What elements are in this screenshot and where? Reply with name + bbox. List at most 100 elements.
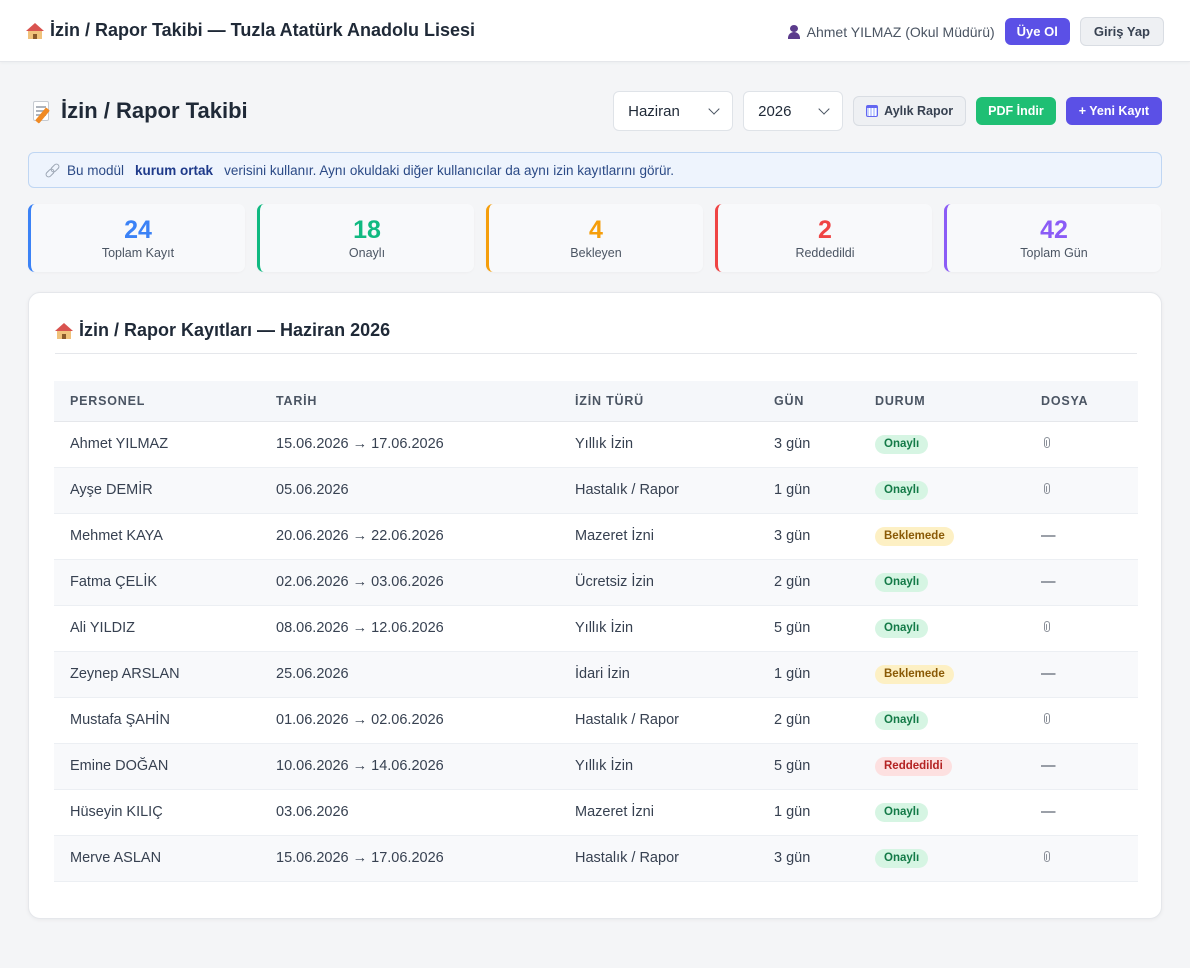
cell-dosya: [1025, 467, 1138, 514]
column-header-izin-turu[interactable]: İZİN TÜRÜ: [559, 381, 758, 422]
stat-value: 4: [589, 216, 603, 244]
cell-tarih: 02.06.2026 → 03.06.2026: [260, 559, 559, 606]
cell-dosya: [1025, 605, 1138, 652]
stat-value: 42: [1040, 216, 1068, 244]
records-card-title: İzin / Rapor Kayıtları — Haziran 2026: [55, 320, 390, 341]
cell-tarih: 15.06.2026 → 17.06.2026: [260, 421, 559, 468]
paperclip-icon[interactable]: [1044, 621, 1050, 632]
page-title-text: İzin / Rapor Takibi: [61, 98, 248, 123]
stat-label: Reddedildi: [795, 246, 855, 260]
cell-personel: Hüseyin KILIÇ: [54, 789, 260, 836]
year-select-value: 2026: [758, 102, 792, 120]
cell-tarih: 08.06.2026 → 12.06.2026: [260, 605, 559, 652]
table-row[interactable]: Ayşe DEMİR 05.06.2026 Hastalık / Rapor 1 gü…: [54, 467, 1138, 514]
month-select[interactable]: Haziran: [613, 91, 734, 131]
cell-gun: 3 gün: [758, 513, 859, 560]
pdf-download-button[interactable]: PDF İndir: [976, 97, 1056, 125]
cell-durum: Onaylı: [859, 467, 1025, 514]
notice-bold: kurum ortak: [135, 162, 214, 178]
table-row[interactable]: Fatma ÇELİK 02.06.2026 → 03.06.2026 Ücrets…: [54, 559, 1138, 606]
cell-dosya: —: [1025, 651, 1138, 698]
stat-pending: 4 Bekleyen: [486, 204, 703, 272]
page-title: İzin / Rapor Takibi: [31, 98, 248, 124]
status-badge: Onaylı: [875, 572, 929, 592]
cell-dosya: —: [1025, 789, 1138, 836]
cell-durum: Onaylı: [859, 421, 1025, 468]
toolbar: Haziran 2026 Aylık Rapor PDF İndir + Yen…: [613, 91, 1162, 131]
cell-personel: Zeynep ARSLAN: [54, 651, 260, 698]
divider: [55, 353, 1137, 354]
stat-approved: 18 Onaylı: [257, 204, 474, 272]
cell-gun: 5 gün: [758, 743, 859, 790]
cell-gun: 3 gün: [758, 421, 859, 468]
signup-button[interactable]: Üye Ol: [1004, 18, 1070, 45]
chevron-down-icon: [708, 103, 720, 115]
table-row[interactable]: Ali YILDIZ 08.06.2026 → 12.06.2026 Yıllık …: [54, 605, 1138, 652]
status-badge: Onaylı: [875, 710, 929, 730]
cell-tarih: 05.06.2026: [260, 467, 559, 514]
cell-personel: Ahmet YILMAZ: [54, 421, 260, 468]
app-brand[interactable]: İzin / Rapor Takibi — Tuzla Atatürk Anad…: [26, 20, 475, 41]
cell-personel: Fatma ÇELİK: [54, 559, 260, 606]
paperclip-icon[interactable]: [1044, 483, 1050, 494]
cell-dosya: [1025, 697, 1138, 744]
no-file-dash: —: [1041, 574, 1056, 590]
status-badge: Onaylı: [875, 802, 929, 822]
status-badge: Onaylı: [875, 434, 929, 454]
status-badge: Beklemede: [875, 526, 954, 546]
stat-value: 2: [818, 216, 832, 244]
status-badge: Beklemede: [875, 664, 954, 684]
table-header-row: PERSONEL TARİH İZİN TÜRÜ GÜN DURUM DOSYA: [54, 381, 1138, 422]
stat-label: Toplam Gün: [1020, 246, 1088, 260]
table-row[interactable]: Mustafa ŞAHİN 01.06.2026 → 02.06.2026 Hast…: [54, 697, 1138, 744]
table-row[interactable]: Mehmet KAYA 20.06.2026 → 22.06.2026 Mazere…: [54, 513, 1138, 560]
table-row[interactable]: Emine DOĞAN 10.06.2026 → 14.06.2026 Yıllık…: [54, 743, 1138, 790]
cell-gun: 2 gün: [758, 697, 859, 744]
cell-dosya: —: [1025, 513, 1138, 560]
top-bar: İzin / Rapor Takibi — Tuzla Atatürk Anad…: [0, 0, 1190, 62]
cell-izin-turu: Yıllık İzin: [559, 421, 758, 468]
table-row[interactable]: Hüseyin KILIÇ 03.06.2026 Mazeret İzni 1 gün…: [54, 789, 1138, 836]
cell-durum: Beklemede: [859, 651, 1025, 698]
cell-durum: Onaylı: [859, 789, 1025, 836]
cell-durum: Onaylı: [859, 835, 1025, 882]
notice-suffix: verisini kullanır. Aynı okuldaki diğer k…: [224, 162, 675, 178]
column-header-personel[interactable]: PERSONEL: [54, 381, 260, 422]
column-header-dosya[interactable]: DOSYA: [1025, 381, 1138, 422]
paperclip-icon[interactable]: [1044, 437, 1050, 448]
login-button[interactable]: Giriş Yap: [1079, 17, 1164, 46]
paperclip-icon[interactable]: [1044, 713, 1050, 724]
records-table: PERSONEL TARİH İZİN TÜRÜ GÜN DURUM DOSYA…: [54, 381, 1138, 882]
cell-personel: Ali YILDIZ: [54, 605, 260, 652]
cell-izin-turu: Yıllık İzin: [559, 743, 758, 790]
year-select[interactable]: 2026: [743, 91, 844, 131]
current-user: Ahmet YILMAZ (Okul Müdürü): [787, 24, 995, 40]
table-row[interactable]: Merve ASLAN 15.06.2026 → 17.06.2026 Hastal…: [54, 835, 1138, 882]
school-icon: [26, 22, 44, 39]
link-icon: [45, 163, 59, 177]
cell-izin-turu: Hastalık / Rapor: [559, 467, 758, 514]
cell-durum: Onaylı: [859, 697, 1025, 744]
paperclip-icon[interactable]: [1044, 851, 1050, 862]
table-row[interactable]: Ahmet YILMAZ 15.06.2026 → 17.06.2026 Yıllı…: [54, 421, 1138, 468]
cell-gun: 3 gün: [758, 835, 859, 882]
stat-value: 18: [353, 216, 381, 244]
column-header-gun[interactable]: GÜN: [758, 381, 859, 422]
column-header-tarih[interactable]: TARİH: [260, 381, 559, 422]
cell-personel: Ayşe DEMİR: [54, 467, 260, 514]
cell-tarih: 20.06.2026 → 22.06.2026: [260, 513, 559, 560]
table-row[interactable]: Zeynep ARSLAN 25.06.2026 İdari İzin 1 gün Be…: [54, 651, 1138, 698]
cell-dosya: [1025, 835, 1138, 882]
school-icon: [55, 322, 73, 339]
monthly-report-button[interactable]: Aylık Rapor: [853, 96, 967, 126]
no-file-dash: —: [1041, 528, 1056, 544]
info-notice: Bu modül kurum ortak verisini kullanır. …: [28, 152, 1162, 188]
notice-prefix: Bu modül: [67, 162, 125, 178]
new-record-button[interactable]: + Yeni Kayıt: [1065, 97, 1162, 125]
stat-rejected: 2 Reddedildi: [715, 204, 932, 272]
column-header-durum[interactable]: DURUM: [859, 381, 1025, 422]
cell-gun: 2 gün: [758, 559, 859, 606]
cell-personel: Emine DOĞAN: [54, 743, 260, 790]
status-badge: Onaylı: [875, 848, 929, 868]
cell-dosya: —: [1025, 559, 1138, 606]
